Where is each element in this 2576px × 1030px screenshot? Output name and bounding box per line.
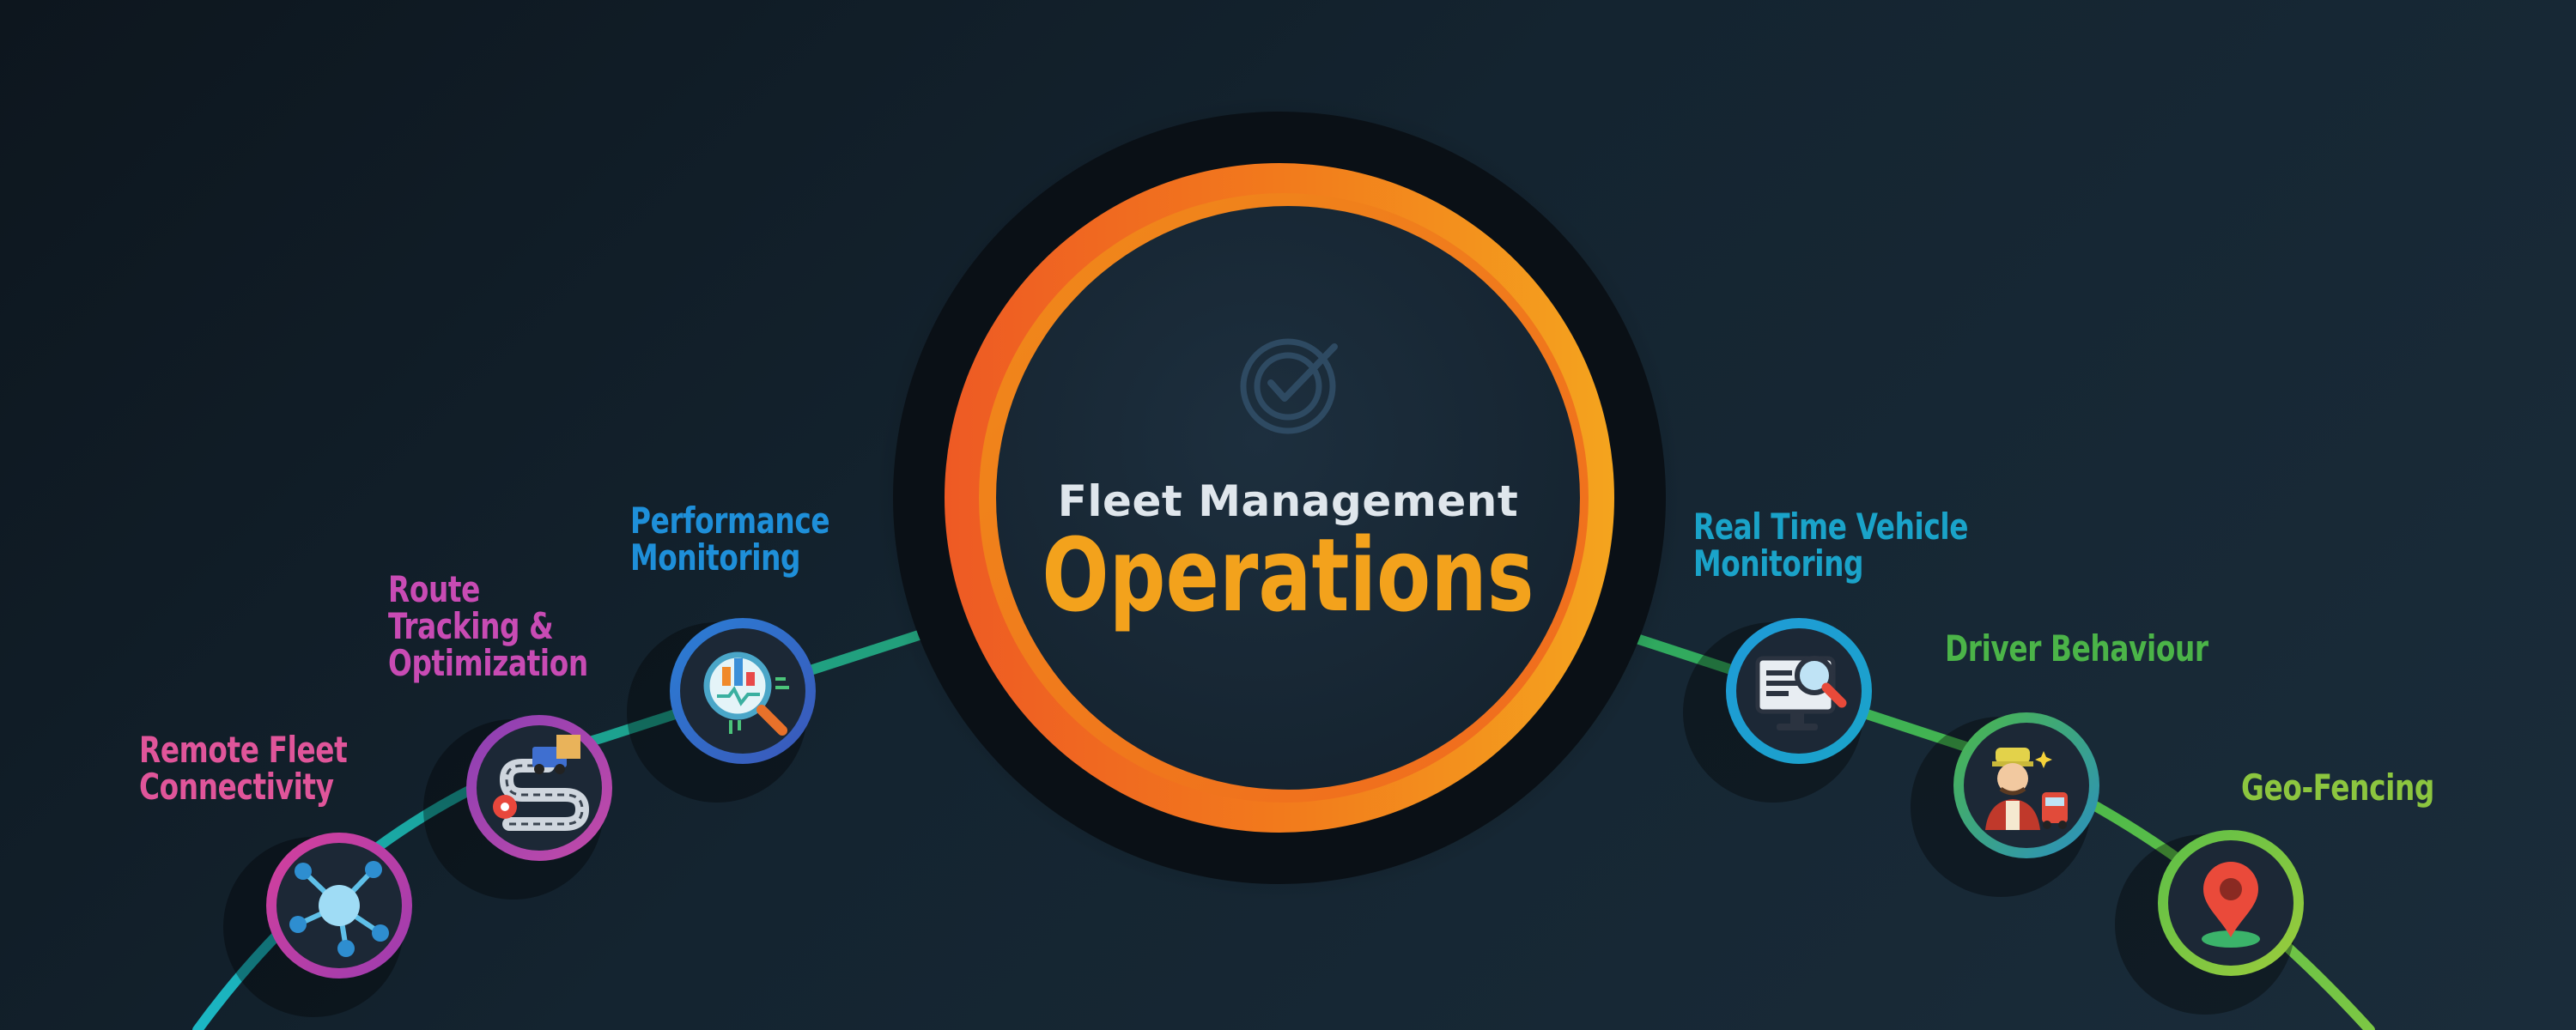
chart-magnifier-icon [703,651,789,736]
label-driver-behaviour: Driver Behaviour [1945,630,2208,667]
route-truck-icon [493,735,590,831]
label-geo-fencing: Geo-Fencing [2241,769,2434,806]
hub-subtitle: Operations [1042,516,1534,634]
label-line: Performance [630,500,830,542]
node-driver-behaviour[interactable] [1911,712,2099,897]
node-real-time-vehicle-monitoring[interactable] [1683,618,1872,803]
hub-title: Fleet Management [1057,476,1519,526]
label-line: Monitoring [630,536,801,579]
label-route-tracking: Route Tracking & Optimization [388,571,588,682]
check-circle-icon [1240,338,1338,434]
monitor-search-icon [1755,656,1847,730]
central-hub [876,94,1683,901]
label-line: Connectivity [139,766,334,808]
node-geo-fencing[interactable] [2115,830,2304,1015]
label-remote-fleet-connectivity: Remote Fleet Connectivity [139,729,348,808]
label-line: Driver Behaviour [1945,627,2208,670]
node-route-tracking[interactable] [423,715,612,900]
label-line: Route [388,568,480,610]
label-line: Real Time Vehicle [1693,506,1969,548]
driver-icon [1985,748,2068,830]
node-remote-fleet-connectivity[interactable] [223,833,412,1017]
label-line: Remote Fleet [139,729,348,771]
label-performance-monitoring: Performance Monitoring [630,500,830,579]
label-line: Optimization [388,642,588,684]
label-line: Geo-Fencing [2241,766,2434,809]
label-real-time-vehicle-monitoring: Real Time Vehicle Monitoring [1693,508,1968,582]
label-line: Monitoring [1693,542,1864,585]
map-pin-icon [2202,862,2260,948]
hub-face [996,206,1580,790]
network-hub-icon [289,861,389,957]
label-line: Tracking & [388,605,554,647]
node-performance-monitoring[interactable] [627,618,816,803]
